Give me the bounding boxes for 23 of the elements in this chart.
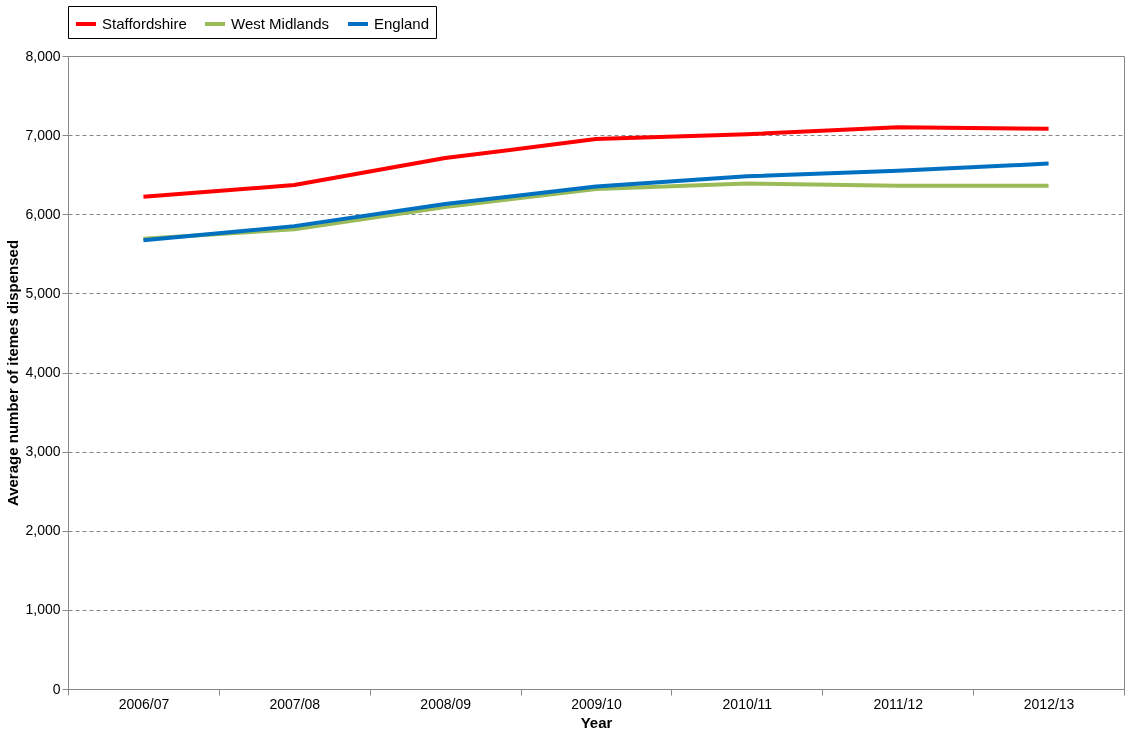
line-series xyxy=(141,161,1051,243)
y-tick-label: 7,000 xyxy=(25,126,61,143)
y-tick-label: 5,000 xyxy=(25,284,61,301)
y-tick-label: 0 xyxy=(52,680,61,697)
y-tick-label: 3,000 xyxy=(25,443,61,460)
y-axis-title: Average number of itemes dispensed xyxy=(4,239,22,507)
x-tick-label: 2009/10 xyxy=(571,695,623,712)
y-tick-label: 4,000 xyxy=(25,364,61,380)
x-axis-title: Year xyxy=(580,713,613,731)
y-tick-label: 6,000 xyxy=(25,205,61,222)
x-tick-label: 2006/07 xyxy=(118,695,170,712)
x-tick-label: 2007/08 xyxy=(269,695,321,712)
y-tick-label: 2,000 xyxy=(25,522,61,539)
y-tick-label: 1,000 xyxy=(25,601,61,618)
line-series xyxy=(141,125,1051,199)
x-tick-label: 2011/12 xyxy=(873,695,924,712)
legend-label: West Midlands xyxy=(231,15,330,32)
x-tick-label: 2012/13 xyxy=(1023,695,1075,712)
legend-label: Staffordshire xyxy=(102,15,187,32)
x-tick-label: 2008/09 xyxy=(420,695,472,712)
x-tick-label: 2010/11 xyxy=(722,695,773,712)
legend-label: England xyxy=(374,15,430,32)
y-tick-label: 8,000 xyxy=(25,47,61,64)
